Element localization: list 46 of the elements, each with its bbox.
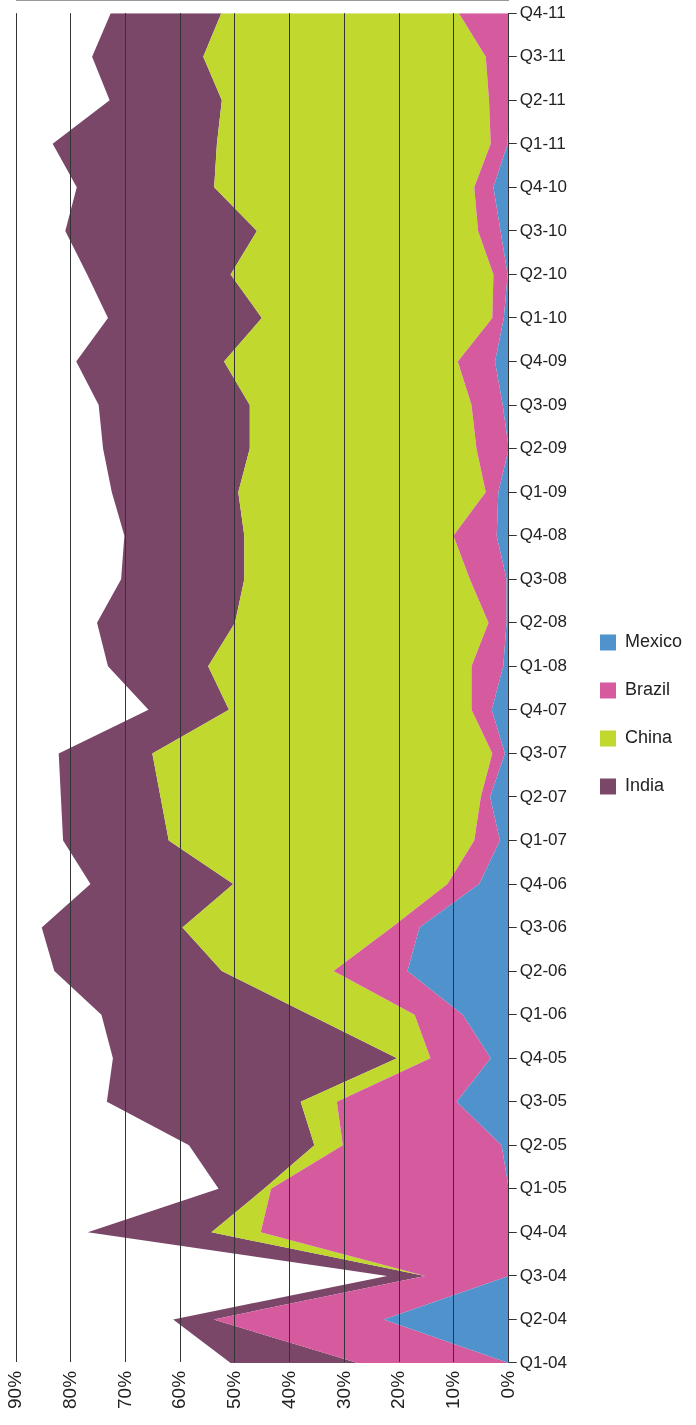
legend-label: Mexico	[624, 631, 682, 652]
y-tick-label: Q3-11	[519, 46, 566, 66]
y-tick-label: Q1-05	[519, 1178, 567, 1198]
y-tick-label: Q1-06	[519, 1004, 567, 1024]
y-tick-label: Q2-08	[519, 612, 567, 632]
legend-label: China	[624, 727, 673, 748]
x-tick-label: 30%	[332, 1370, 354, 1409]
y-tick-label: Q1-09	[519, 481, 567, 501]
y-tick-label: Q2-06	[519, 960, 567, 980]
x-tick-label: 70%	[113, 1370, 135, 1409]
y-tick-label: Q4-04	[519, 1222, 567, 1242]
x-tick-label: 10%	[442, 1370, 464, 1409]
y-tick-label: Q4-10	[519, 177, 567, 197]
y-tick-label: Q2-09	[519, 438, 567, 458]
y-tick-label: Q2-11	[519, 89, 566, 109]
legend-label: India	[624, 775, 666, 796]
y-tick-label: Q1-04	[519, 1352, 567, 1372]
y-tick-label: Q4-05	[519, 1047, 567, 1067]
y-tick-label: Q4-11	[519, 2, 566, 22]
y-tick-label: Q2-10	[519, 264, 567, 284]
y-tick-label: Q2-07	[519, 786, 567, 806]
y-tick-label: Q4-07	[519, 699, 567, 719]
y-tick-label: Q3-05	[519, 1091, 567, 1111]
y-tick-label: Q2-04	[519, 1309, 567, 1329]
x-tick-label: 90%	[4, 1370, 26, 1409]
x-tick-label: 0%	[496, 1370, 518, 1399]
x-tick-label: 20%	[387, 1370, 409, 1409]
y-tick-label: Q4-08	[519, 525, 567, 545]
y-tick-label: Q4-06	[519, 873, 567, 893]
y-tick-label: Q1-08	[519, 656, 567, 675]
y-tick-label: Q3-08	[519, 568, 567, 588]
x-tick-label: 60%	[168, 1370, 190, 1409]
x-tick-label: 80%	[58, 1370, 80, 1409]
y-tick-label: Q4-09	[519, 351, 567, 371]
x-tick-label: 40%	[277, 1370, 299, 1409]
y-tick-label: Q1-10	[519, 307, 567, 327]
y-tick-label: Q2-05	[519, 1134, 567, 1154]
y-tick-label: Q1-11	[519, 133, 566, 153]
y-tick-label: Q1-07	[519, 830, 567, 850]
x-tick-label: 50%	[223, 1370, 245, 1409]
legend-label: Brazil	[624, 679, 670, 700]
y-tick-label: Q3-09	[519, 394, 567, 414]
y-tick-label: Q3-06	[519, 917, 567, 937]
y-tick-label: Q3-07	[519, 743, 567, 763]
y-tick-label: Q3-04	[519, 1265, 567, 1285]
y-tick-label: Q3-10	[519, 220, 567, 240]
